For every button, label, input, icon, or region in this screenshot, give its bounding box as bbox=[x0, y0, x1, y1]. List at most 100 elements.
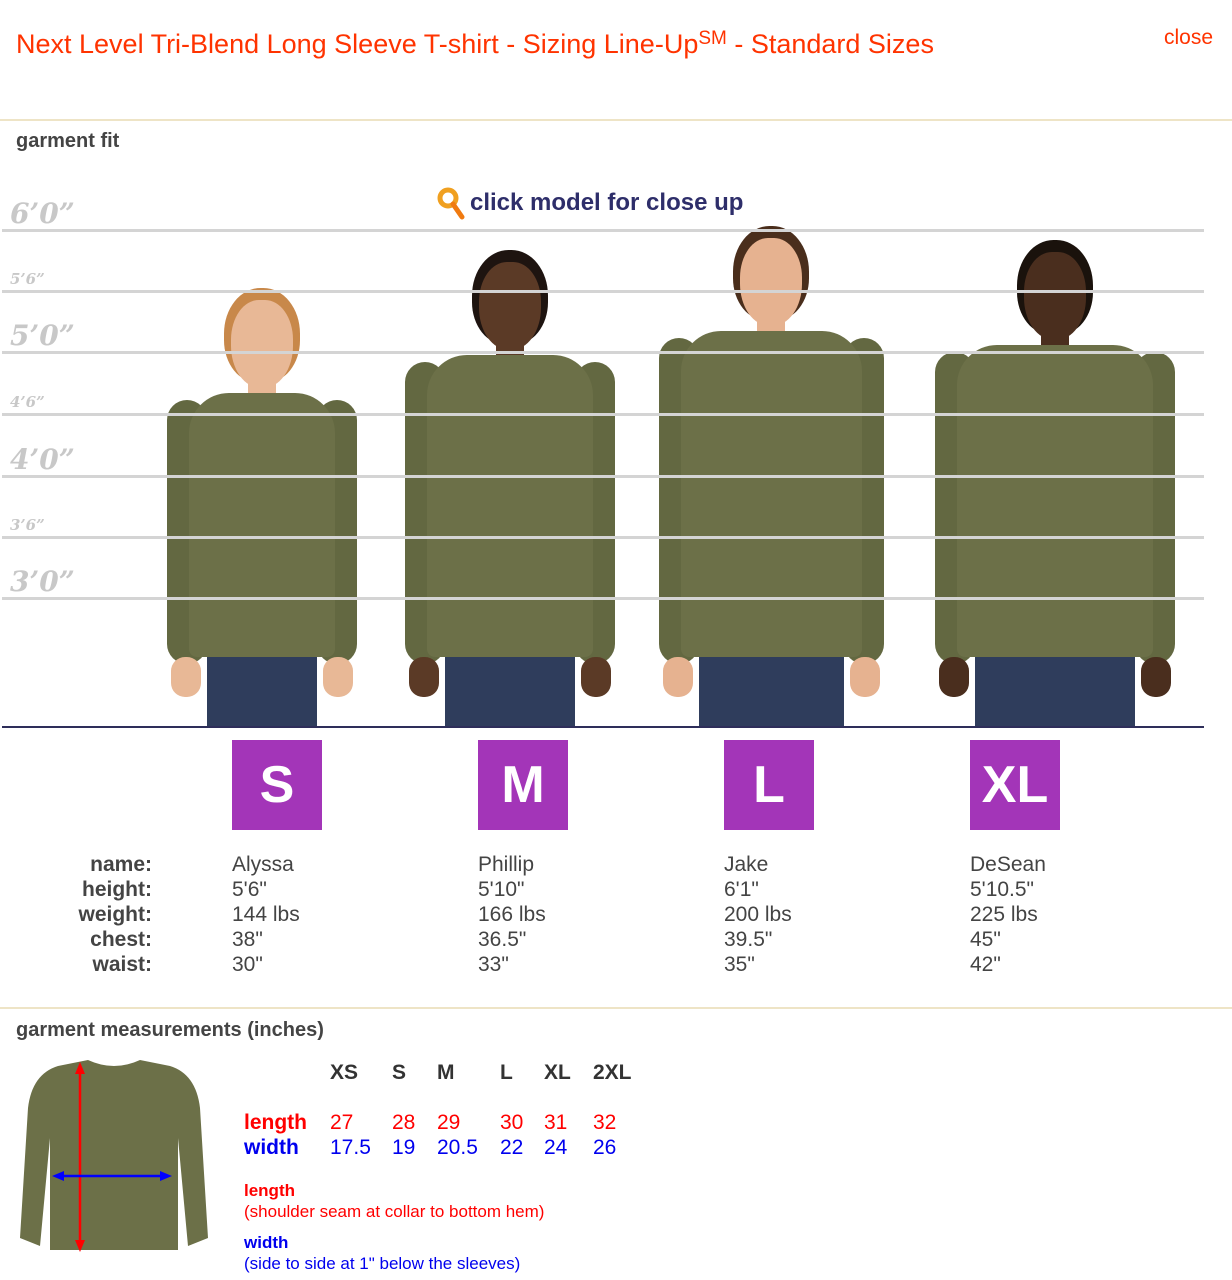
model-weight: 225 lbs bbox=[970, 903, 1038, 926]
hand bbox=[1141, 657, 1171, 697]
height-mark: 4’0” bbox=[10, 443, 75, 476]
width-value: 24 bbox=[544, 1136, 568, 1159]
size-badge-s[interactable]: S bbox=[232, 740, 322, 830]
width-value: 20.5 bbox=[437, 1136, 478, 1159]
model-height: 6'1" bbox=[724, 878, 759, 901]
jeans bbox=[975, 657, 1135, 727]
length-value: 29 bbox=[437, 1111, 461, 1134]
length-value: 27 bbox=[330, 1111, 354, 1134]
height-line bbox=[2, 290, 1204, 293]
size-header: M bbox=[437, 1061, 455, 1084]
size-badge-m[interactable]: M bbox=[478, 740, 568, 830]
model-name: Jake bbox=[724, 853, 769, 876]
face bbox=[479, 262, 541, 350]
model-weight: 200 lbs bbox=[724, 903, 792, 926]
face bbox=[1024, 252, 1086, 340]
model-height: 5'10" bbox=[478, 878, 525, 901]
length-note: (shoulder seam at collar to bottom hem) bbox=[244, 1202, 545, 1221]
label-height: height: bbox=[82, 878, 152, 901]
model-name: DeSean bbox=[970, 853, 1046, 876]
magnifier-icon bbox=[437, 187, 465, 220]
page-title: Next Level Tri-Blend Long Sleeve T-shirt… bbox=[16, 28, 934, 59]
height-line bbox=[2, 475, 1204, 478]
jeans bbox=[207, 657, 317, 727]
close-button[interactable]: close bbox=[1163, 26, 1213, 49]
hand bbox=[662, 657, 693, 697]
model-chest: 36.5" bbox=[478, 928, 527, 951]
hand bbox=[581, 657, 611, 697]
size-header: 2XL bbox=[593, 1061, 632, 1084]
model-name: Alyssa bbox=[232, 853, 294, 876]
measurements-heading: garment measurements (inches) bbox=[16, 1019, 324, 1041]
length-note-title: length bbox=[244, 1181, 295, 1200]
length-value: 28 bbox=[392, 1111, 416, 1134]
hand bbox=[939, 657, 969, 697]
shirt bbox=[680, 331, 862, 657]
model-height: 5'6" bbox=[232, 878, 267, 901]
close-up-tip: click model for close up bbox=[436, 186, 743, 220]
size-header: XS bbox=[330, 1061, 359, 1084]
divider bbox=[0, 1007, 1232, 1009]
width-value: 26 bbox=[593, 1136, 617, 1159]
height-line bbox=[2, 536, 1204, 539]
width-note-title: width bbox=[244, 1233, 289, 1252]
size-badge-xl[interactable]: XL bbox=[970, 740, 1060, 830]
width-label: width bbox=[244, 1136, 299, 1159]
model-weight: 166 lbs bbox=[478, 903, 546, 926]
shirt-diagram bbox=[20, 1060, 208, 1252]
model-height: 5'10.5" bbox=[970, 878, 1035, 901]
height-mark: 3’6” bbox=[10, 516, 45, 534]
label-waist: waist: bbox=[92, 953, 152, 976]
size-badge-l[interactable]: L bbox=[724, 740, 814, 830]
jeans bbox=[698, 657, 844, 727]
width-value: 19 bbox=[392, 1136, 416, 1159]
model-chest: 45" bbox=[970, 928, 1001, 951]
height-mark: 3’0” bbox=[10, 565, 75, 598]
label-chest: chest: bbox=[90, 928, 152, 951]
height-line bbox=[2, 351, 1204, 354]
face bbox=[231, 300, 293, 388]
length-value: 31 bbox=[544, 1111, 568, 1134]
model-jake[interactable] bbox=[658, 226, 884, 727]
length-value: 30 bbox=[500, 1111, 524, 1134]
size-header: L bbox=[500, 1061, 513, 1084]
width-value: 22 bbox=[500, 1136, 524, 1159]
model-phillip[interactable] bbox=[405, 250, 615, 727]
height-mark: 4’6” bbox=[10, 393, 45, 411]
jeans bbox=[445, 657, 575, 727]
length-value: 32 bbox=[593, 1111, 617, 1134]
length-label: length bbox=[244, 1111, 307, 1134]
model-alyssa[interactable] bbox=[167, 288, 357, 727]
hand bbox=[409, 657, 439, 697]
hand bbox=[849, 657, 880, 697]
size-header: XL bbox=[544, 1061, 571, 1084]
shirt bbox=[189, 393, 335, 657]
model-chest: 39.5" bbox=[724, 928, 773, 951]
shirt bbox=[427, 355, 593, 657]
model-chest: 38" bbox=[232, 928, 263, 951]
height-line bbox=[2, 597, 1204, 600]
model-waist: 35" bbox=[724, 953, 755, 976]
width-note: (side to side at 1" below the sleeves) bbox=[244, 1254, 521, 1273]
label-name: name: bbox=[90, 853, 152, 876]
label-weight: weight: bbox=[78, 903, 153, 926]
hand bbox=[323, 657, 353, 697]
garment-fit-heading: garment fit bbox=[16, 130, 120, 152]
height-line bbox=[2, 229, 1204, 232]
model-waist: 33" bbox=[478, 953, 509, 976]
shirt bbox=[957, 345, 1153, 657]
model-desean[interactable] bbox=[935, 240, 1175, 727]
height-mark: 5’0” bbox=[10, 319, 75, 352]
size-header: S bbox=[392, 1061, 407, 1084]
divider bbox=[0, 119, 1232, 121]
height-mark: 6’0” bbox=[10, 197, 75, 230]
height-mark: 5’6” bbox=[10, 270, 45, 288]
face bbox=[740, 238, 802, 326]
height-line bbox=[2, 413, 1204, 416]
model-weight: 144 lbs bbox=[232, 903, 300, 926]
model-name: Phillip bbox=[478, 853, 535, 876]
hand bbox=[171, 657, 201, 697]
floor-line bbox=[2, 726, 1204, 728]
model-waist: 30" bbox=[232, 953, 263, 976]
width-value: 17.5 bbox=[330, 1136, 371, 1159]
